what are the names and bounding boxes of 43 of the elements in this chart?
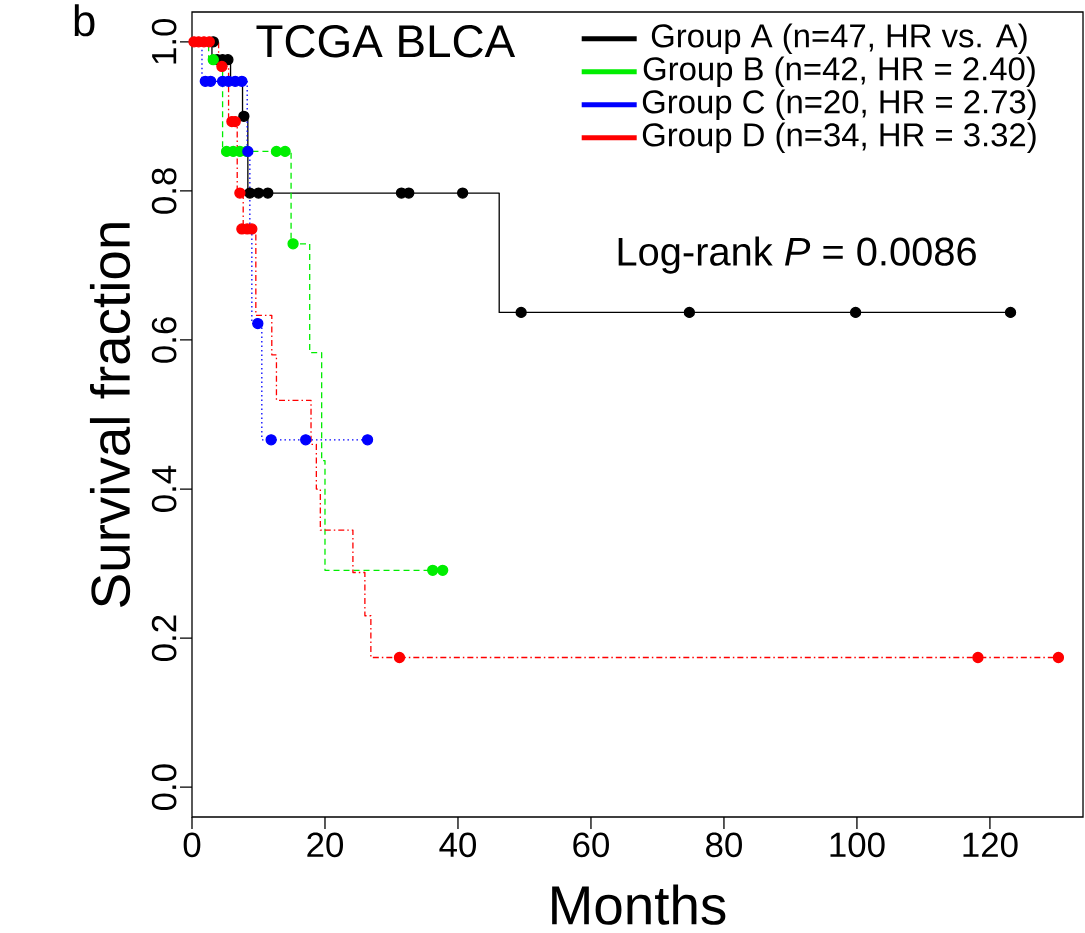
x-tick-label: 40: [439, 832, 476, 858]
point: [262, 187, 274, 199]
x-axis-title: Months: [552, 884, 726, 925]
legend-label: Group A (n=47, HR vs. A): [651, 23, 1027, 55]
x-tick-label: 0: [183, 832, 201, 858]
x-tick-label: 100: [830, 832, 885, 858]
y-tick-label: 0.4: [151, 465, 177, 512]
point: [361, 434, 374, 446]
point: [849, 306, 862, 319]
legend-label: Group C (n=20, HR = 2.73): [642, 89, 1036, 121]
point: [437, 564, 449, 576]
point: [207, 54, 219, 66]
x-tick-label: 120: [963, 832, 1018, 858]
y-tick-label: 1.0: [151, 18, 177, 64]
y-tick-label: 0.0: [151, 764, 177, 811]
y-tick-label: 0.2: [151, 615, 177, 661]
point: [1052, 651, 1065, 664]
point: [265, 434, 277, 446]
y-tick-label: 0.6: [151, 317, 177, 363]
point: [515, 306, 527, 319]
point: [287, 238, 299, 250]
x-tick-label: 80: [706, 832, 742, 858]
legend-label: Group B (n=42, HR = 2.40): [643, 56, 1035, 88]
point: [238, 110, 250, 122]
point: [279, 145, 291, 158]
point: [427, 564, 439, 576]
legend-label: Group D (n=34, HR = 3.32): [642, 122, 1036, 154]
y-axis-title: Survival fraction: [89, 223, 131, 607]
annotation: TCGA BLCA: [256, 25, 516, 58]
point: [393, 651, 406, 664]
annotation: Log-rank P = 0.0086: [618, 236, 976, 274]
point: [1004, 306, 1017, 319]
point: [683, 306, 696, 319]
x-tick-label: 20: [307, 832, 344, 858]
x-tick-label: 60: [573, 832, 609, 858]
y-tick-label: 0.8: [151, 168, 177, 214]
point: [456, 187, 469, 199]
point: [300, 434, 312, 446]
point: [252, 317, 264, 330]
text: b: [74, 4, 95, 37]
point: [216, 60, 228, 73]
point: [234, 187, 246, 199]
point: [972, 651, 984, 664]
